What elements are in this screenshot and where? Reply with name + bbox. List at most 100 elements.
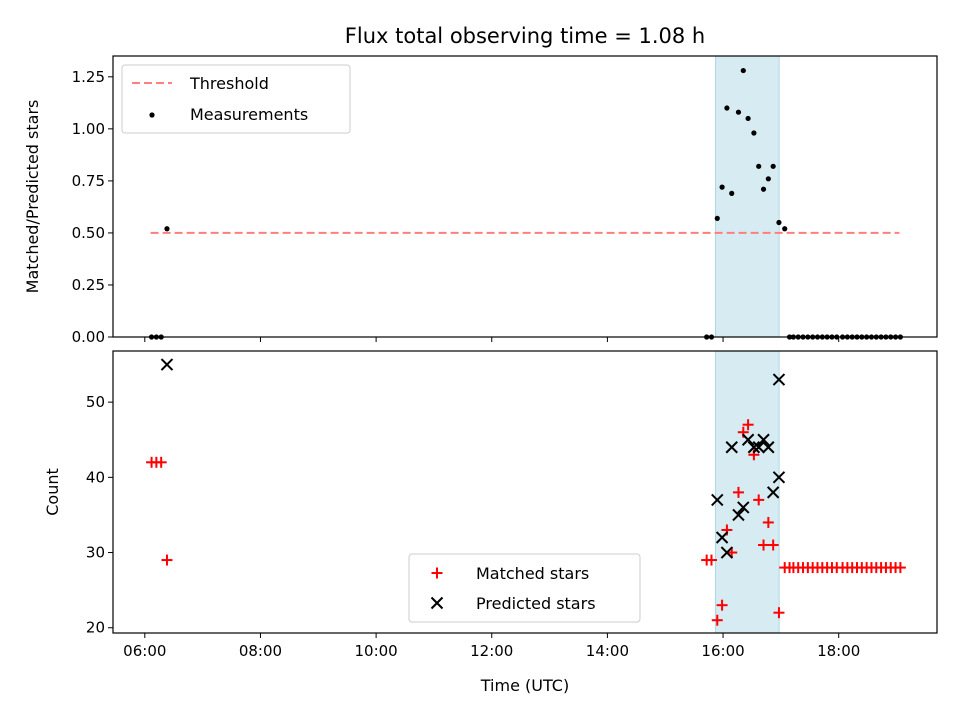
legend-matched-swatch bbox=[431, 567, 443, 579]
matched-star-point bbox=[773, 607, 785, 619]
bottom-x-tick-label: 12:00 bbox=[470, 642, 513, 660]
measurement-point bbox=[765, 176, 771, 182]
count-points bbox=[146, 358, 906, 626]
measurement-point bbox=[776, 219, 782, 226]
measurement-point bbox=[719, 184, 725, 190]
measurement-point bbox=[714, 215, 720, 221]
cross-stroke-b bbox=[711, 493, 724, 507]
top-legend-box bbox=[121, 64, 351, 134]
bottom-y-tick-label: 30 bbox=[86, 544, 105, 562]
top-y-tick-label: 0.75 bbox=[72, 172, 105, 190]
cross-stroke-b bbox=[160, 358, 174, 371]
legend-predicted-swatch bbox=[430, 596, 444, 610]
predicted-star-point bbox=[711, 493, 724, 507]
predicted-star-point bbox=[737, 501, 750, 514]
measurement-point bbox=[760, 186, 767, 192]
predicted-star-point bbox=[747, 441, 761, 454]
bottom-x-tick-label: 10:00 bbox=[354, 642, 397, 660]
legend-measurements-swatch bbox=[149, 112, 155, 118]
cross-stroke-b bbox=[725, 441, 738, 454]
bottom-x-tick-label: 06:00 bbox=[123, 642, 166, 660]
legend-plus-marker bbox=[431, 567, 443, 579]
bottom-y-tick-label: 20 bbox=[86, 619, 105, 637]
bottom-x-tick-label: 14:00 bbox=[586, 642, 629, 660]
cross-stroke-b bbox=[430, 596, 444, 610]
predicted-star-point bbox=[741, 433, 755, 446]
matched-star-point bbox=[767, 539, 779, 551]
measurement-point bbox=[756, 163, 762, 169]
bottom-x-tick-label: 08:00 bbox=[239, 642, 282, 660]
predicted-star-point bbox=[766, 486, 780, 499]
top-y-axis-label: Matched/Predicted stars bbox=[23, 100, 42, 294]
legend-threshold-label: Threshold bbox=[189, 74, 269, 93]
bottom-x-tick-label: 16:00 bbox=[701, 642, 744, 660]
measurement-point bbox=[770, 163, 776, 169]
predicted-star-point bbox=[752, 441, 765, 454]
cross-stroke-b bbox=[715, 531, 729, 544]
top-y-tick-label: 1.25 bbox=[72, 68, 105, 86]
matched-star-point bbox=[155, 456, 167, 468]
top-panel: 0.00 0.25 0.50 0.75 1.00 1.25 Flux total obse… bbox=[23, 24, 938, 346]
cross-stroke-b bbox=[737, 501, 750, 514]
predicted-star-point bbox=[772, 471, 786, 484]
bottom-y-tick-label: 40 bbox=[86, 468, 105, 486]
bottom-x-ticks: 06:00 08:00 10:00 12:00 14:00 16:00 18:00 bbox=[123, 633, 860, 660]
cross-stroke-b bbox=[762, 441, 775, 454]
matched-star-point bbox=[716, 599, 728, 611]
measurement-point bbox=[164, 226, 170, 232]
predicted-star-point bbox=[720, 546, 734, 559]
legend-measurements-label: Measurements bbox=[190, 105, 308, 124]
top-y-tick-label: 0.50 bbox=[72, 224, 105, 242]
x-axis-label: Time (UTC) bbox=[480, 676, 569, 695]
chart-title: Flux total observing time = 1.08 h bbox=[345, 24, 705, 48]
top-y-tick-label: 0.25 bbox=[72, 276, 105, 294]
measurement-point bbox=[751, 130, 757, 136]
cross-stroke-b bbox=[772, 373, 786, 386]
bottom-highlight-span bbox=[715, 350, 780, 634]
cross-stroke-b bbox=[720, 546, 734, 559]
matched-star-point bbox=[732, 486, 744, 498]
bottom-legend: Matched stars Predicted stars bbox=[408, 553, 641, 623]
predicted-star-point bbox=[160, 358, 174, 371]
matched-star-point bbox=[705, 554, 717, 566]
predicted-star-point bbox=[725, 441, 738, 454]
cross-stroke-b bbox=[732, 508, 745, 522]
cross-stroke-b bbox=[747, 441, 761, 454]
measurement-point bbox=[740, 67, 746, 74]
bottom-legend-box bbox=[408, 553, 641, 623]
bottom-y-ticks: 20 30 40 50 bbox=[86, 393, 113, 637]
matched-star-point bbox=[758, 539, 770, 551]
top-y-ticks: 0.00 0.25 0.50 0.75 1.00 1.25 bbox=[72, 68, 113, 346]
bottom-y-axis-label: Count bbox=[43, 468, 62, 516]
predicted-star-point bbox=[732, 508, 745, 522]
measurement-point bbox=[724, 105, 730, 111]
top-x-ticks bbox=[144, 337, 840, 342]
predicted-star-point bbox=[772, 373, 786, 386]
matched-star-point bbox=[762, 516, 774, 528]
matched-star-point bbox=[894, 562, 906, 574]
predicted-star-point bbox=[762, 441, 775, 454]
top-y-tick-label: 1.00 bbox=[72, 120, 105, 138]
bottom-axes-frame bbox=[112, 350, 938, 634]
measurement-point bbox=[782, 226, 788, 232]
top-highlight-span bbox=[715, 55, 780, 338]
bottom-x-tick-label: 18:00 bbox=[817, 642, 860, 660]
top-y-tick-label: 0.00 bbox=[72, 328, 105, 346]
cross-stroke-b bbox=[741, 433, 755, 446]
legend-predicted-label: Predicted stars bbox=[476, 594, 596, 613]
legend-matched-label: Matched stars bbox=[476, 564, 589, 583]
predicted-star-point bbox=[715, 531, 729, 544]
matched-star-point bbox=[161, 554, 173, 566]
cross-stroke-b bbox=[757, 433, 770, 446]
top-axes-frame bbox=[112, 55, 938, 338]
legend-cross-marker bbox=[430, 596, 444, 610]
matched-star-point bbox=[742, 419, 754, 431]
matched-star-point bbox=[753, 494, 765, 506]
top-legend: Threshold Measurements bbox=[121, 64, 351, 134]
bottom-y-tick-label: 50 bbox=[86, 393, 105, 411]
measurement-point bbox=[735, 109, 742, 115]
measurement-point bbox=[729, 190, 735, 196]
matched-star-point bbox=[711, 614, 723, 626]
